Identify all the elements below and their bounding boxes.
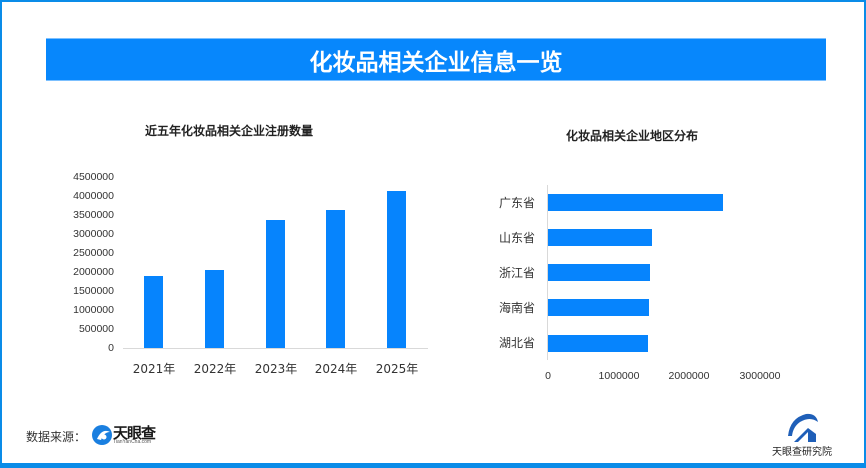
x-tick: 2025年	[375, 362, 419, 376]
bar-2021	[144, 276, 163, 348]
y-tick: 1000000	[73, 304, 114, 316]
y-tick: 4000000	[73, 190, 114, 202]
y-tick: 2000000	[73, 266, 114, 278]
tianyancha-logo: 天眼查 TianYanCha.com	[91, 422, 171, 448]
x-tick: 2021年	[132, 362, 176, 376]
bar-2024	[326, 210, 345, 348]
x-axis-line	[123, 348, 428, 349]
title-banner: 化妆品相关企业信息一览	[46, 38, 826, 81]
y-tick: 3500000	[73, 209, 114, 221]
registration-chart-title: 近五年化妆品相关企业注册数量	[145, 124, 314, 138]
x-tick: 2000000	[668, 370, 710, 382]
institute-logo: 天眼查研究院	[762, 410, 842, 458]
bar-hubei	[548, 335, 648, 352]
category-label: 海南省	[498, 301, 535, 315]
y-tick: 500000	[78, 323, 114, 335]
tianyancha-eye-icon	[92, 425, 112, 445]
category-label: 广东省	[498, 196, 535, 210]
institute-logo-text: 天眼查研究院	[772, 447, 832, 458]
category-label: 浙江省	[498, 266, 535, 280]
region-chart-title: 化妆品相关企业地区分布	[566, 129, 699, 143]
institute-emblem-icon	[788, 413, 818, 442]
bar-2025	[387, 191, 406, 348]
x-tick: 0	[545, 370, 551, 382]
y-tick: 4500000	[73, 171, 114, 183]
tianyancha-logo-text: 天眼查	[113, 424, 156, 442]
x-tick: 2022年	[193, 362, 237, 376]
x-tick: 3000000	[739, 370, 781, 382]
category-label: 湖北省	[498, 336, 535, 350]
bar-guangdong	[548, 194, 723, 211]
y-tick: 0	[108, 342, 114, 354]
page-title: 化妆品相关企业信息一览	[309, 49, 563, 76]
x-tick: 2024年	[314, 362, 358, 376]
y-tick: 2500000	[73, 247, 114, 259]
y-tick: 1500000	[73, 285, 114, 297]
y-axis-line	[547, 185, 548, 360]
bar-shandong	[548, 229, 652, 246]
bar-2022	[205, 270, 224, 348]
bar-zhejiang	[548, 264, 650, 281]
x-tick: 1000000	[598, 370, 640, 382]
tianyancha-logo-sub: TianYanCha.com	[113, 439, 152, 445]
y-tick: 3000000	[73, 228, 114, 240]
data-source-label: 数据来源：	[26, 430, 87, 444]
bar-hainan	[548, 299, 649, 316]
category-label: 山东省	[498, 231, 535, 245]
bar-2023	[266, 220, 285, 348]
x-tick: 2023年	[254, 362, 298, 376]
